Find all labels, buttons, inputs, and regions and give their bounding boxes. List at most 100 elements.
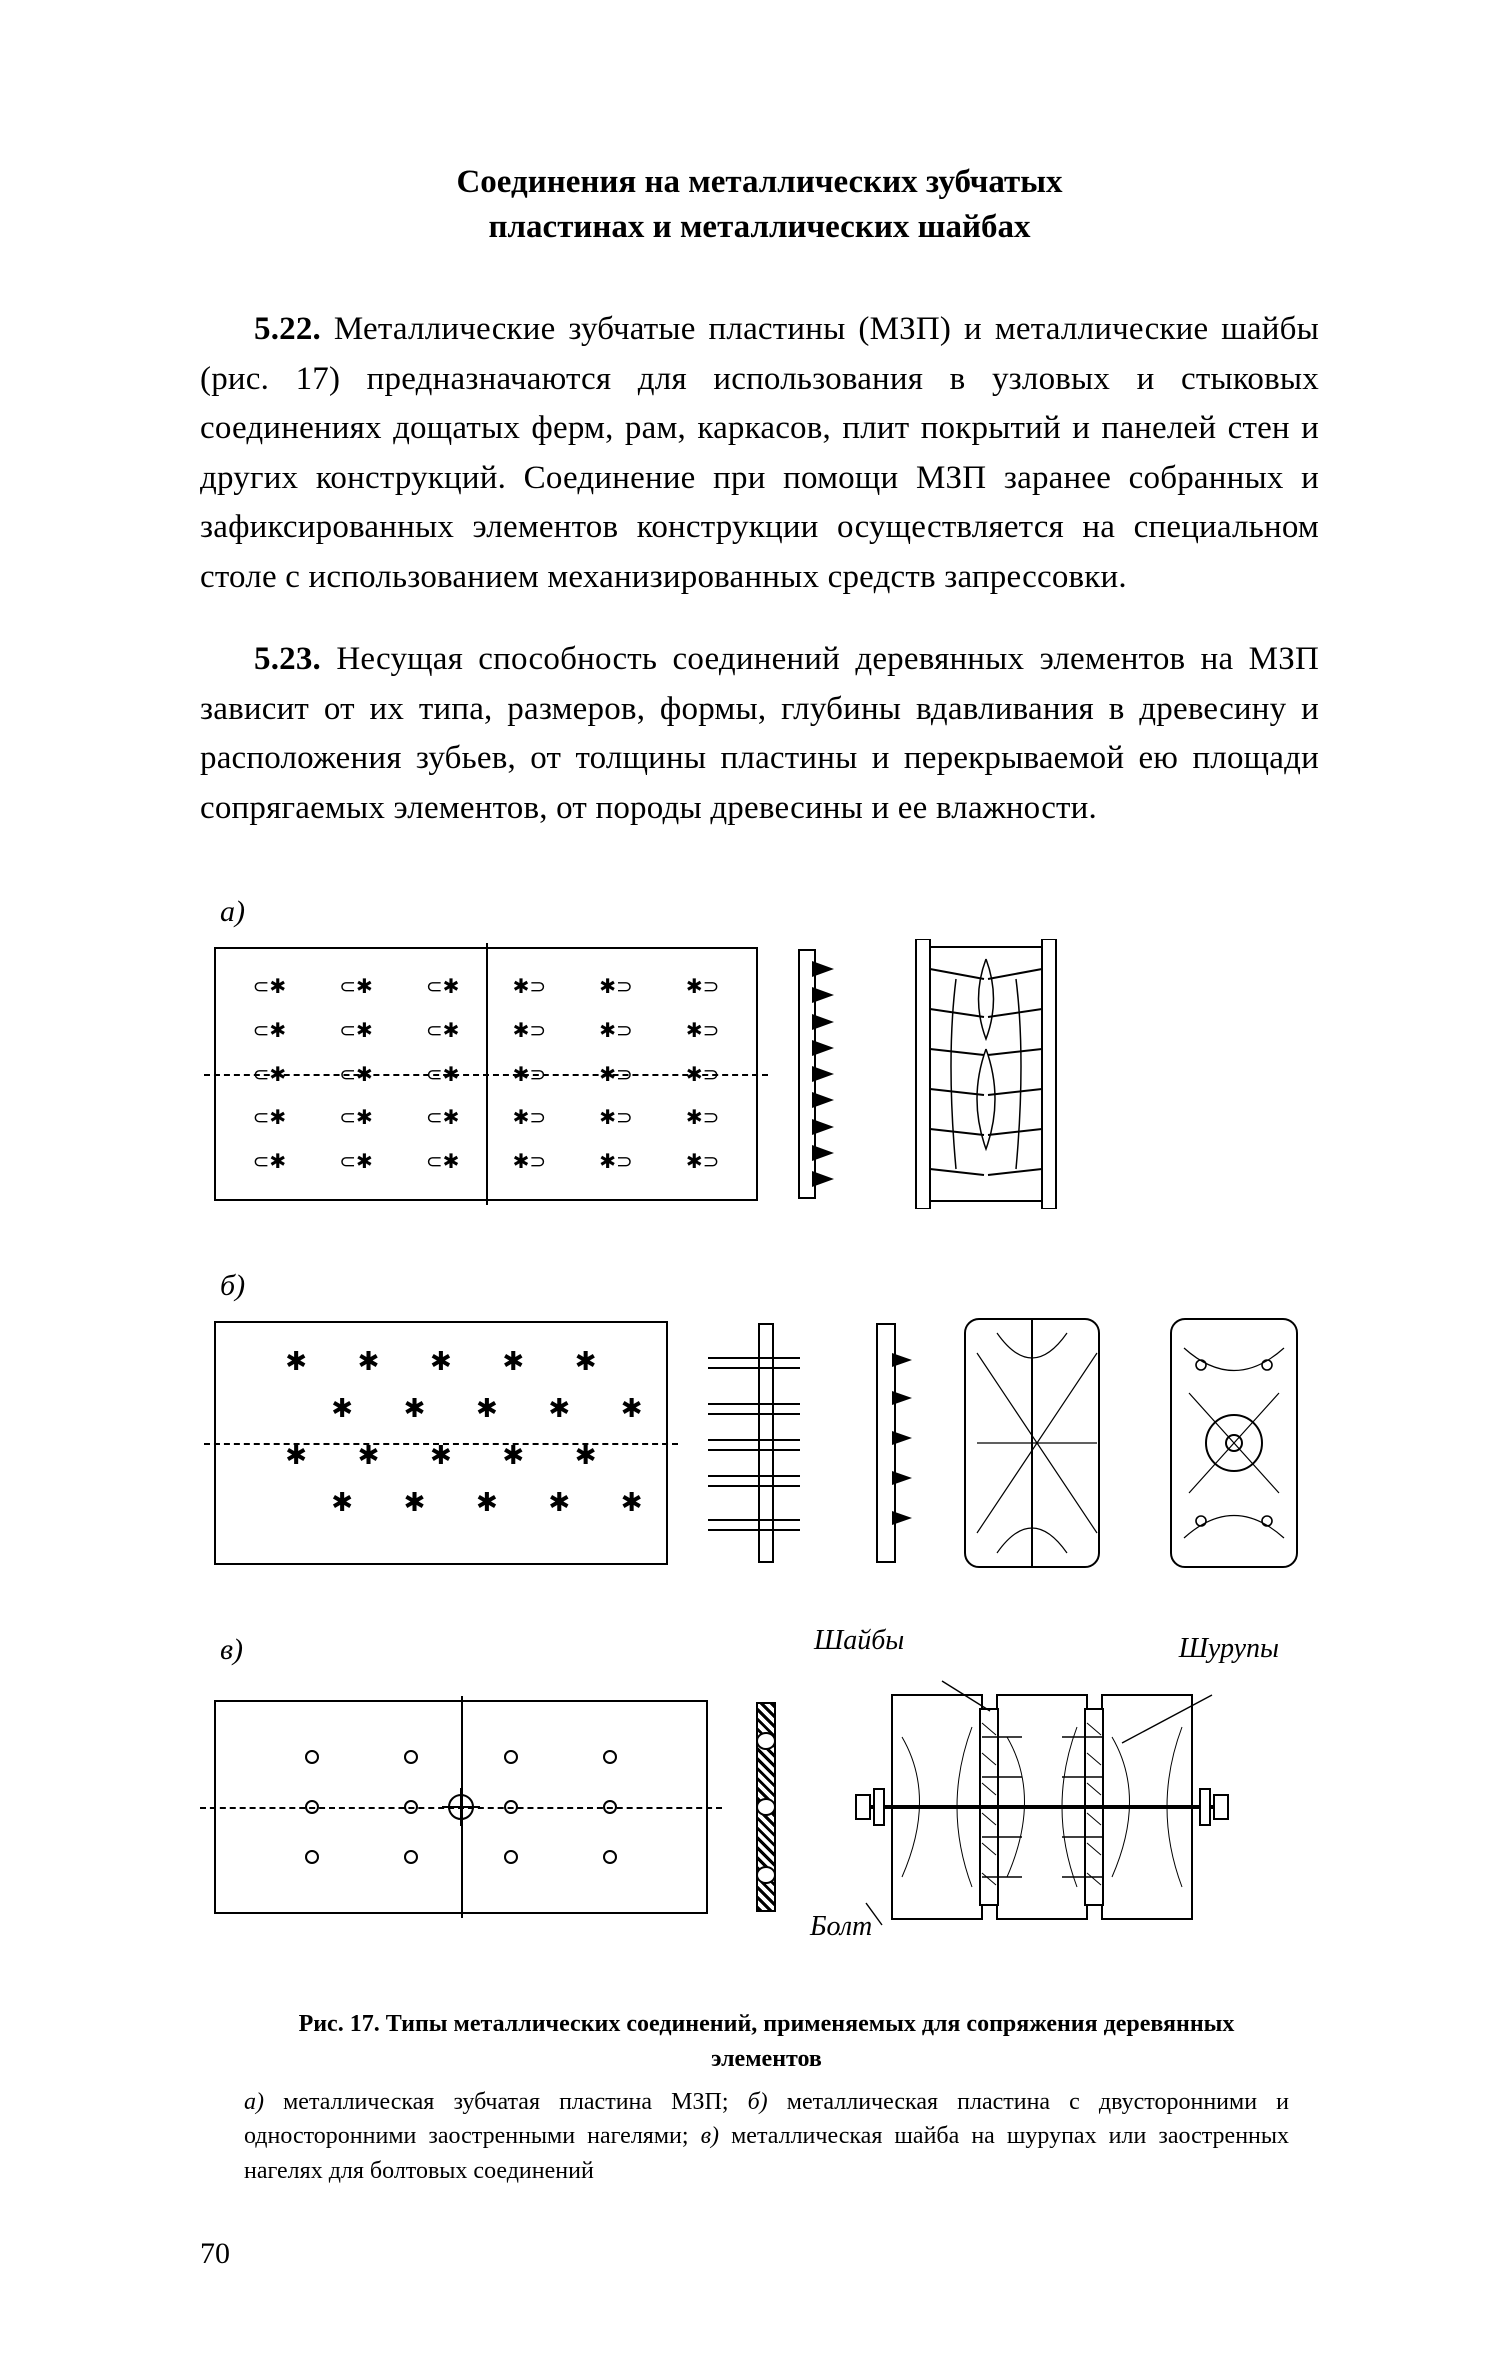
star-grid: ✱✱✱✱✱✱✱✱✱✱✱✱✱✱✱✱✱✱✱✱	[216, 1323, 666, 1563]
star-glyph: ✱	[451, 1396, 523, 1443]
caption-v: в)	[701, 2123, 719, 2149]
figure-label-a: а)	[220, 895, 1319, 929]
annotation-bolt: Болт	[810, 1911, 872, 1943]
hole	[504, 1750, 518, 1764]
teeth-column	[812, 961, 842, 1187]
tooth-glyph: ⊂✱	[323, 1054, 390, 1094]
hole	[305, 1850, 319, 1864]
caption-title: Рис. 17. Типы металлических соединений, …	[244, 2007, 1289, 2077]
hole	[603, 1750, 617, 1764]
tooth-glyph: ⊂✱	[323, 1011, 390, 1051]
nagel-row	[708, 1519, 800, 1531]
tooth-glyph: ✱⊃	[583, 1054, 650, 1094]
figure-caption: Рис. 17. Типы металлических соединений, …	[214, 2007, 1319, 2189]
diagram-b-cross-2	[1149, 1313, 1319, 1573]
cross-svg	[886, 939, 1086, 1209]
tooth-glyph: ⊂✱	[323, 1141, 390, 1181]
hole	[404, 1850, 418, 1864]
diagram-a-cross-section	[886, 939, 1086, 1209]
nagel	[892, 1391, 912, 1405]
diagram-c-plate	[214, 1700, 708, 1914]
tooth	[812, 1145, 834, 1161]
tooth-glyph: ⊂✱	[236, 1141, 303, 1181]
diagram-c-row: Болт	[214, 1677, 1319, 1937]
annotation-washers: Шайбы	[814, 1625, 904, 1657]
tooth-glyph: ⊂✱	[236, 1011, 303, 1051]
hole	[756, 1866, 776, 1884]
nagel	[892, 1471, 912, 1485]
hole	[603, 1850, 617, 1864]
tooth-glyph: ⊂✱	[236, 967, 303, 1007]
tooth	[812, 1040, 834, 1056]
caption-a-text: металлическая зубчатая пластина МЗП;	[264, 2089, 748, 2115]
tooth-glyph: ✱⊃	[669, 1054, 736, 1094]
star-glyph: ✱	[477, 1443, 549, 1490]
tooth-glyph: ⊂✱	[323, 1098, 390, 1138]
tooth	[812, 961, 834, 977]
figure-label-v: в)	[220, 1633, 1319, 1667]
cross-svg	[947, 1313, 1117, 1573]
tooth	[812, 1066, 834, 1082]
tooth	[812, 987, 834, 1003]
star-glyph: ✱	[378, 1490, 450, 1537]
star-glyph: ✱	[332, 1443, 404, 1490]
diagram-a-sideview	[790, 949, 854, 1199]
star-glyph: ✱	[451, 1490, 523, 1537]
cross-svg	[1149, 1313, 1319, 1573]
para-number: 5.23.	[254, 641, 321, 677]
star-glyph: ✱	[595, 1396, 667, 1443]
tooth-glyph: ✱⊃	[496, 1011, 563, 1051]
diagram-b-plate: ✱✱✱✱✱✱✱✱✱✱✱✱✱✱✱✱✱✱✱✱	[214, 1321, 668, 1565]
star-glyph: ✱	[595, 1490, 667, 1537]
nagel	[892, 1353, 912, 1367]
diagram-b-sideview-double	[700, 1323, 808, 1563]
center-hole	[448, 1794, 474, 1820]
star-glyph: ✱	[477, 1349, 549, 1396]
hole	[756, 1798, 776, 1816]
tooth-glyph: ⊂✱	[236, 1098, 303, 1138]
para-text: Металлические зубчатые пластины (МЗП) и …	[200, 311, 1319, 595]
star-glyph: ✱	[260, 1443, 332, 1490]
para-text: Несущая способность соединений деревянны…	[200, 641, 1319, 826]
tooth-glyph: ⊂✱	[409, 1054, 476, 1094]
diagram-b-row: ✱✱✱✱✱✱✱✱✱✱✱✱✱✱✱✱✱✱✱✱	[214, 1313, 1319, 1573]
figure-17: а) ⊂✱⊂✱⊂✱✱⊃✱⊃✱⊃⊂✱⊂✱⊂✱✱⊃✱⊃✱⊃⊂✱⊂✱⊂✱✱⊃✱⊃✱⊃⊂…	[214, 895, 1319, 2189]
tooth	[812, 1171, 834, 1187]
star-glyph: ✱	[260, 1349, 332, 1396]
diagram-c-sideview	[740, 1702, 790, 1912]
hole	[404, 1750, 418, 1764]
nagel-row	[708, 1357, 800, 1369]
caption-body: а) металлическая зубчатая пластина МЗП; …	[244, 2085, 1289, 2189]
tooth-glyph: ✱⊃	[583, 1011, 650, 1051]
star-glyph: ✱	[332, 1349, 404, 1396]
nagel	[892, 1511, 912, 1525]
nagel-row	[708, 1475, 800, 1487]
hole	[603, 1800, 617, 1814]
star-glyph: ✱	[405, 1349, 477, 1396]
paragraph-5-23: 5.23. Несущая способность соединений дер…	[200, 635, 1319, 833]
tooth-glyph: ✱⊃	[669, 1141, 736, 1181]
star-glyph: ✱	[549, 1349, 621, 1396]
star-glyph: ✱	[523, 1396, 595, 1443]
diagram-a-row: ⊂✱⊂✱⊂✱✱⊃✱⊃✱⊃⊂✱⊂✱⊂✱✱⊃✱⊃✱⊃⊂✱⊂✱⊂✱✱⊃✱⊃✱⊃⊂✱⊂✱…	[214, 939, 1319, 1209]
tooth-glyph: ✱⊃	[496, 1054, 563, 1094]
tooth-glyph: ⊂✱	[409, 1141, 476, 1181]
star-glyph: ✱	[378, 1396, 450, 1443]
section-title-line1: Соединения на металлических зубчатых	[456, 164, 1062, 200]
tooth-grid: ⊂✱⊂✱⊂✱✱⊃✱⊃✱⊃⊂✱⊂✱⊂✱✱⊃✱⊃✱⊃⊂✱⊂✱⊂✱✱⊃✱⊃✱⊃⊂✱⊂✱…	[216, 949, 756, 1199]
tooth-glyph: ✱⊃	[583, 1098, 650, 1138]
tooth-glyph: ✱⊃	[669, 1011, 736, 1051]
page-number: 70	[200, 2237, 230, 2271]
caption-a: а)	[244, 2089, 264, 2115]
tooth	[812, 1092, 834, 1108]
nagel-row	[708, 1403, 800, 1415]
tooth-glyph: ✱⊃	[496, 967, 563, 1007]
star-glyph: ✱	[306, 1490, 378, 1537]
tooth-glyph: ⊂✱	[323, 967, 390, 1007]
diagram-a-plate: ⊂✱⊂✱⊂✱✱⊃✱⊃✱⊃⊂✱⊂✱⊂✱✱⊃✱⊃✱⊃⊂✱⊂✱⊂✱✱⊃✱⊃✱⊃⊂✱⊂✱…	[214, 947, 758, 1201]
hole	[305, 1800, 319, 1814]
page: Соединения на металлических зубчатых пла…	[0, 0, 1499, 2361]
diagram-b-sideview-single	[840, 1323, 915, 1563]
tooth-glyph: ⊂✱	[409, 1098, 476, 1138]
section-title-line2: пластинах и металлических шайбах	[489, 209, 1031, 245]
